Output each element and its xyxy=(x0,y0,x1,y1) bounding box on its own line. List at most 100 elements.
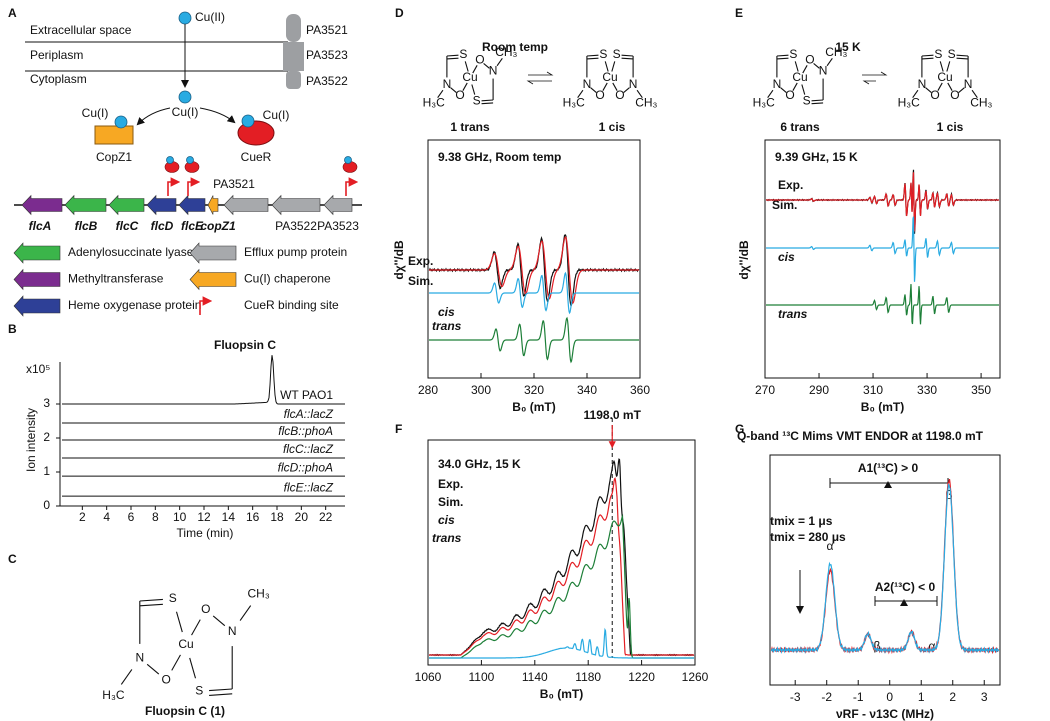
protein-label: CueR xyxy=(241,150,272,164)
trace-label: cis xyxy=(778,250,795,264)
bond xyxy=(146,663,160,675)
trace-label: flcD::phoA xyxy=(278,460,333,474)
atom: N xyxy=(135,650,144,664)
equilibrium-arrow xyxy=(862,80,876,85)
arrow xyxy=(199,107,236,124)
x-axis-label: νRF - ν13C (MHz) xyxy=(836,707,934,721)
spectrum-trace xyxy=(429,271,639,315)
bond xyxy=(437,89,444,99)
legend-label: tmix = 1 μs xyxy=(770,514,833,528)
copz1-protein xyxy=(94,125,134,145)
x-tick-label: 12 xyxy=(197,510,211,524)
atom: CH₃ xyxy=(247,587,269,601)
legend-label: Heme oxygenase protein xyxy=(68,298,201,312)
bond xyxy=(947,82,953,91)
spectrum-trace xyxy=(766,284,999,325)
x-tick-label: 350 xyxy=(971,383,991,397)
bond xyxy=(191,619,201,636)
trace-label: trans xyxy=(778,307,808,321)
atom: N xyxy=(819,64,828,78)
peak-label: Fluopsin C xyxy=(214,338,276,352)
bond xyxy=(780,87,787,93)
bond xyxy=(139,598,163,602)
copper-ion xyxy=(178,90,192,104)
panel-label: D xyxy=(395,6,404,20)
x-tick-label: 2 xyxy=(79,510,86,524)
spectrum-trace xyxy=(429,458,695,657)
gene-arrow xyxy=(108,194,145,216)
bond xyxy=(483,63,490,69)
x-tick-label: 1220 xyxy=(628,670,655,684)
legend-arrow xyxy=(13,268,61,291)
box-title: 9.38 GHz, Room temp xyxy=(438,150,561,164)
bond xyxy=(586,57,599,60)
x-axis-label: B₀ (mT) xyxy=(540,687,583,701)
legend-label: Efflux pump protein xyxy=(244,245,347,259)
copper-ion xyxy=(114,115,128,129)
y-axis-label: dχ''/dB xyxy=(392,240,406,280)
x-tick-label: 1 xyxy=(918,690,925,704)
x-tick-label: 280 xyxy=(418,383,438,397)
membrane-protein xyxy=(286,14,301,42)
trace-label: Sim. xyxy=(408,274,433,288)
atom: O xyxy=(785,88,794,102)
bond xyxy=(446,54,459,57)
atom: O xyxy=(455,88,464,102)
gene-label: flcB xyxy=(75,219,98,233)
x-tick-label: 1260 xyxy=(682,670,709,684)
bond xyxy=(212,615,226,627)
panel-label: A xyxy=(8,6,17,20)
bond xyxy=(956,57,969,60)
gene-arrow xyxy=(323,194,353,216)
legend-label: Adenylosuccinate lyase xyxy=(68,245,194,259)
atom: S xyxy=(803,93,811,107)
bond xyxy=(946,61,951,72)
plot-frame xyxy=(427,439,696,666)
bond xyxy=(602,82,608,91)
atom: N xyxy=(629,77,638,91)
x-axis-label: Time (min) xyxy=(177,526,234,540)
x-tick-label: -1 xyxy=(853,690,864,704)
atom: O xyxy=(162,672,171,686)
gene-arrow xyxy=(146,194,177,216)
x-tick-label: 330 xyxy=(917,383,937,397)
bond xyxy=(623,87,630,93)
bond xyxy=(971,89,978,99)
atom: N xyxy=(228,624,237,638)
trace-label: Sim. xyxy=(772,198,797,212)
legend-arrow xyxy=(13,295,61,317)
compartment-label: Periplasm xyxy=(30,48,83,62)
plot-frame xyxy=(769,454,1001,686)
atom: N xyxy=(489,64,498,78)
atom: S xyxy=(948,47,956,61)
copper-ion xyxy=(166,156,174,164)
x-tick-label: -2 xyxy=(821,690,832,704)
x-tick-label: 16 xyxy=(246,510,260,524)
x-tick-label: 360 xyxy=(630,383,650,397)
bond xyxy=(604,61,609,72)
spectrum-trace xyxy=(429,316,639,364)
x-tick-label: 6 xyxy=(128,510,135,524)
bond xyxy=(912,89,919,99)
x-tick-label: 2 xyxy=(949,690,956,704)
atom: H₃C xyxy=(753,95,776,109)
x-tick-label: 310 xyxy=(863,383,883,397)
x-tick-label: 20 xyxy=(295,510,309,524)
gene-arrow xyxy=(21,194,63,216)
x-tick-label: 4 xyxy=(103,510,110,524)
y-tick-label: 1 xyxy=(43,464,50,478)
bond xyxy=(937,82,943,91)
gene-arrow xyxy=(178,194,206,216)
bond xyxy=(826,57,833,67)
bond xyxy=(209,693,233,696)
bond xyxy=(925,87,932,93)
marker-label: 1198.0 mT xyxy=(584,408,642,422)
atom: S xyxy=(934,47,942,61)
trace-label: Sim. xyxy=(438,495,463,509)
panel-title: 15 K xyxy=(835,40,861,54)
trace-label: flcA::lacZ xyxy=(284,407,334,421)
gene-label: PA3523 xyxy=(317,219,359,233)
gene-arrow xyxy=(223,194,269,216)
arrow xyxy=(136,107,171,126)
bond xyxy=(921,54,934,57)
